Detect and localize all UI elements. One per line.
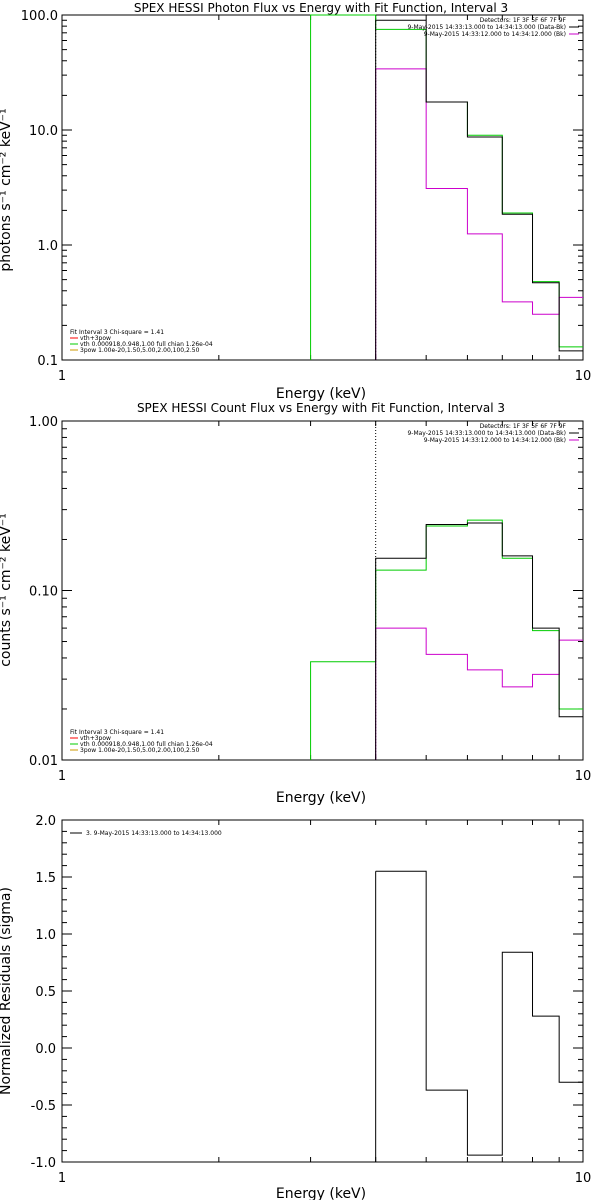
series-line [375, 68, 583, 360]
residuals-ticks: 1 10 -1.0 -0.5 0.0 0.5 1.0 1.5 2.0 [31, 814, 592, 1186]
y-tick-label: 0.1 [37, 354, 58, 369]
photon-flux-ticks: 1 10 0.1 1.0 10.0 100.0 [21, 9, 591, 384]
legend-entry: vth 0.000918,0.948,1.00 full chian 1.26e… [80, 341, 213, 348]
legend-entry: vth+3pow [80, 335, 111, 342]
legend-entry: 9-May-2015 14:33:13.000 to 14:34:13.000 … [407, 24, 566, 31]
legend-entry: Detectors: 1F 3F 5F 6F 7F 9F [480, 17, 567, 24]
photon-flux-y-label: photons s⁻¹ cm⁻² keV⁻¹ [0, 108, 14, 271]
y-tick-label: 0.10 [29, 585, 58, 600]
series-line [310, 14, 583, 360]
photon-flux-legends: Detectors: 1F 3F 5F 6F 7F 9F9-May-2015 1… [70, 17, 579, 354]
legend-entry: 3. 9-May-2015 14:33:13.000 to 14:34:13.0… [86, 830, 222, 837]
x-tick-label: 1 [58, 769, 66, 784]
x-tick-label: 1 [58, 369, 66, 384]
legend-entry: 9-May-2015 14:33:13.000 to 14:34:13.000 … [407, 430, 566, 437]
y-tick-label: 100.0 [21, 9, 58, 24]
count-flux-y-label: counts s⁻¹ cm⁻² keV⁻¹ [0, 513, 14, 667]
legend-entry: 9-May-2015 14:33:12.000 to 14:34:12.000 … [424, 31, 566, 38]
residuals-panel: 1 10-1.0-0.50.00.51.01.52.0 Energy (keV) … [0, 814, 591, 1200]
y-tick-label: 2.0 [35, 814, 56, 829]
y-tick-label: 0.0 [35, 1042, 56, 1057]
residuals-y-label: Normalized Residuals (sigma) [0, 887, 14, 1095]
y-tick-label: 1.5 [35, 871, 56, 886]
count-flux-ticks: 1 10 0.01 0.10 1.00 [29, 415, 591, 784]
y-tick-label: 1.00 [29, 415, 58, 430]
x-tick-label: 10 [575, 369, 592, 384]
photon-flux-x-label: Energy (keV) [276, 386, 366, 402]
residuals-series [375, 870, 583, 1162]
count-flux-plot-frame [61, 420, 584, 761]
count-flux-x-label: Energy (keV) [276, 790, 366, 806]
photon-flux-series [310, 14, 583, 360]
residuals-legends: 3. 9-May-2015 14:33:13.000 to 14:34:13.0… [70, 830, 222, 837]
series-line [310, 519, 583, 760]
y-tick-label: -1.0 [31, 1156, 56, 1171]
count-flux-panel: SPEX HESSI Count Flux vs Energy with Fit… [0, 401, 591, 806]
y-tick-label: 1.0 [35, 928, 56, 943]
photon-flux-title: SPEX HESSI Photon Flux vs Energy with Fi… [134, 1, 508, 15]
legend-entry: Fit Interval 3 Chi-square = 1.41 [70, 729, 164, 736]
legend-entry: vth 0.000918,0.948,1.00 full chian 1.26e… [80, 741, 213, 748]
residuals-x-label: Energy (keV) [276, 1186, 366, 1200]
series-line [375, 627, 583, 760]
legend-entry: vth+3pow [80, 735, 111, 742]
y-tick-label: -0.5 [31, 1099, 56, 1114]
legend-entry: Fit Interval 3 Chi-square = 1.41 [70, 329, 164, 336]
count-flux-title: SPEX HESSI Count Flux vs Energy with Fit… [137, 401, 505, 415]
x-tick-label: 1 [58, 1171, 66, 1186]
x-tick-label: 10 [575, 769, 592, 784]
series-line [375, 870, 583, 1156]
legend-entry: Detectors: 1F 3F 5F 6F 7F 9F [480, 423, 567, 430]
legend-entry: 9-May-2015 14:33:12.000 to 14:34:12.000 … [424, 437, 566, 444]
x-tick-label: 10 [575, 1171, 592, 1186]
residuals-plot-frame [61, 819, 584, 1163]
count-flux-legends: Detectors: 1F 3F 5F 6F 7F 9F9-May-2015 1… [70, 423, 579, 754]
legend-entry: 3pow 1.00e-20,1.50,5.00,2.00,100,2.50 [80, 747, 200, 754]
photon-flux-plot-frame [61, 14, 584, 361]
y-tick-label: 0.5 [35, 985, 56, 1000]
legend-entry: 3pow 1.00e-20,1.50,5.00,2.00,100,2.50 [80, 347, 200, 354]
y-tick-label: 10.0 [29, 124, 58, 139]
count-flux-series [310, 421, 583, 760]
photon-flux-panel: SPEX HESSI Photon Flux vs Energy with Fi… [0, 1, 591, 402]
y-tick-label: 1.0 [37, 239, 58, 254]
series-line [375, 522, 583, 760]
series-line [375, 19, 583, 360]
y-tick-label: 0.01 [29, 754, 58, 769]
